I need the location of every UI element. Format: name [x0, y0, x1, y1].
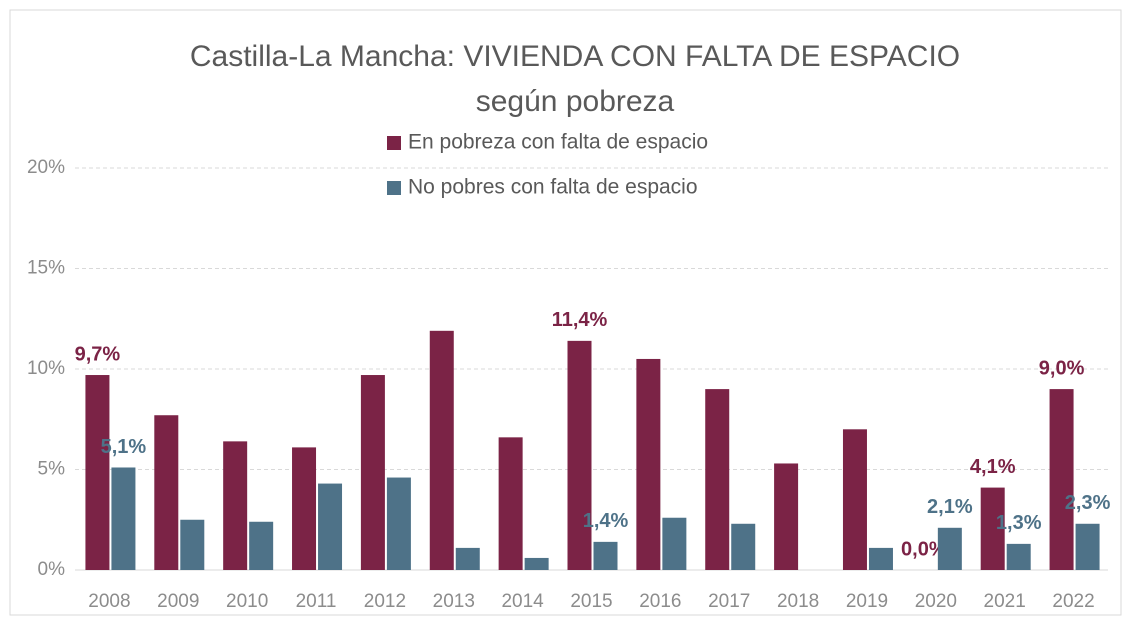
x-tick-label: 2018: [777, 591, 819, 612]
bar: [111, 467, 136, 570]
bar: [842, 429, 867, 570]
x-tick-label: 2010: [226, 591, 268, 612]
data-label: 11,4%: [552, 309, 608, 331]
chart-title: Castilla-La Mancha: VIVIENDA CON FALTA D…: [190, 40, 960, 73]
bar: [1049, 389, 1074, 570]
bar: [774, 463, 799, 570]
bar: [249, 521, 274, 570]
x-tick-label: 2022: [1052, 591, 1094, 612]
bar: [705, 389, 730, 570]
data-label: 5,1%: [101, 436, 147, 458]
bar: [429, 330, 454, 570]
bar: [455, 547, 480, 570]
data-label: 9,7%: [75, 343, 121, 365]
data-label: 4,1%: [970, 456, 1016, 478]
x-tick-label: 2013: [433, 591, 475, 612]
bar: [154, 415, 179, 570]
bar: [593, 541, 618, 570]
y-tick-label: 5%: [38, 459, 66, 480]
y-tick-label: 0%: [38, 559, 66, 580]
bar: [636, 358, 661, 570]
x-tick-label: 2019: [846, 591, 888, 612]
chart-subtitle: según pobreza: [476, 85, 675, 118]
bar: [223, 441, 248, 570]
data-label: 1,4%: [583, 510, 629, 532]
data-label: 1,3%: [996, 512, 1042, 534]
x-tick-label: 2021: [984, 591, 1026, 612]
legend-swatch: [387, 181, 401, 195]
x-tick-label: 2015: [570, 591, 612, 612]
chart-frame: [9, 9, 1122, 616]
y-tick-label: 20%: [27, 157, 65, 178]
y-tick-label: 15%: [27, 258, 65, 279]
bar: [868, 547, 893, 570]
x-tick-label: 2008: [88, 591, 130, 612]
legend-label: No pobres con falta de espacio: [408, 176, 698, 199]
bar: [498, 437, 523, 570]
legend-swatch: [387, 136, 401, 150]
x-tick-label: 2017: [708, 591, 750, 612]
bar: [1006, 543, 1031, 570]
x-tick-label: 2009: [157, 591, 199, 612]
x-tick-label: 2016: [639, 591, 681, 612]
data-label: 2,1%: [927, 496, 973, 518]
legend-label: En pobreza con falta de espacio: [408, 131, 708, 154]
bar: [980, 487, 1005, 570]
bar: [524, 557, 549, 570]
bar: [731, 523, 756, 570]
bar: [386, 477, 411, 570]
bar: [567, 340, 592, 570]
data-label: 0,0%: [901, 538, 947, 560]
x-tick-label: 2011: [296, 591, 337, 612]
x-tick-label: 2012: [364, 591, 406, 612]
bar: [360, 375, 385, 570]
data-label: 2,3%: [1065, 492, 1111, 514]
x-tick-label: 2014: [501, 591, 544, 612]
bar: [1075, 523, 1100, 570]
bar: [292, 447, 317, 570]
bar: [85, 375, 110, 570]
x-tick-label: 2020: [915, 591, 957, 612]
bar: [662, 517, 687, 570]
bar: [318, 483, 343, 570]
bar: [937, 527, 962, 570]
data-label: 9,0%: [1039, 357, 1085, 379]
bar: [180, 519, 205, 570]
y-tick-label: 10%: [27, 358, 65, 379]
